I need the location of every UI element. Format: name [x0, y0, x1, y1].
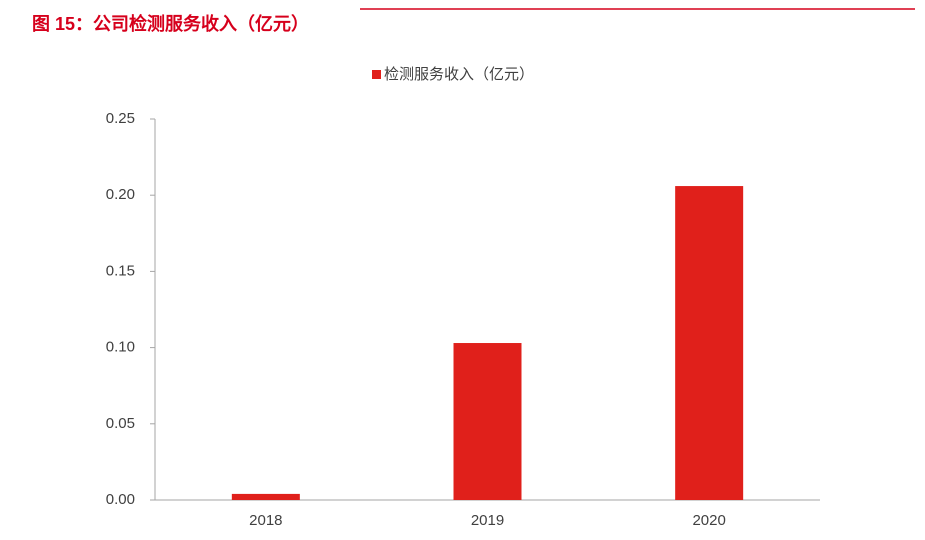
y-tick-label: 0.15 — [106, 262, 135, 279]
bar — [675, 186, 744, 500]
y-tick-label: 0.10 — [106, 339, 135, 356]
x-tick-label: 2019 — [471, 512, 504, 529]
x-tick-label: 2018 — [249, 512, 282, 529]
chart-title: 图 15：公司检测服务收入（亿元） — [32, 13, 309, 34]
bar — [231, 493, 300, 500]
x-tick-label: 2020 — [692, 512, 725, 529]
legend-label: 检测服务收入（亿元） — [384, 66, 534, 83]
y-tick-label: 0.25 — [106, 110, 135, 127]
bar — [453, 343, 522, 500]
y-tick-label: 0.05 — [106, 415, 135, 432]
legend-swatch — [372, 70, 381, 79]
y-tick-label: 0.20 — [106, 186, 135, 203]
y-tick-label: 0.00 — [106, 491, 135, 508]
